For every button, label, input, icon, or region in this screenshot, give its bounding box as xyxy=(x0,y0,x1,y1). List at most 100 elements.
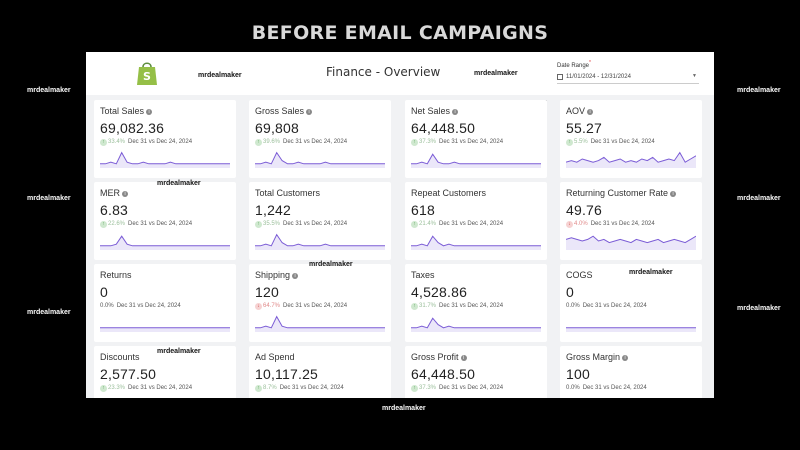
metric-change: ↑ 5.5% Dec 31 vs Dec 24, 2024 xyxy=(566,139,655,146)
sparkline-line xyxy=(566,235,696,244)
metric-change: ↑ 35.5% Dec 31 vs Dec 24, 2024 xyxy=(255,221,347,228)
metric-value: 64,448.50 xyxy=(411,120,476,136)
watermark: mrdealmaker xyxy=(737,305,781,312)
metric-card[interactable]: Gross Sales i 69,808 ↑ 39.6% Dec 31 vs Dec 24… xyxy=(249,100,391,178)
arrow-up-icon: ↑ xyxy=(566,139,573,146)
sparkline-line xyxy=(566,151,696,163)
sparkline-line xyxy=(255,151,385,165)
info-icon[interactable]: i xyxy=(306,109,313,115)
watermark: mrdealmaker xyxy=(27,195,71,202)
change-percent: 35.5% xyxy=(263,221,281,227)
metric-card[interactable]: Gross Margin i 100 0.0% Dec 31 vs Dec 24, 20… xyxy=(560,346,702,398)
sparkline xyxy=(411,153,541,168)
watermark: mrdealmaker xyxy=(198,72,242,79)
comparison-period: Dec 31 vs Dec 24, 2024 xyxy=(582,385,647,391)
sparkline-area xyxy=(100,236,230,250)
change-percent: 0.0% xyxy=(566,385,580,391)
comparison-period: Dec 31 vs Dec 24, 2024 xyxy=(590,221,655,227)
metric-card[interactable]: Gross Profit i 64,448.50 ↑ 37.3% Dec 31 vs De… xyxy=(405,346,547,398)
change-percent: 21.4% xyxy=(419,221,437,227)
arrow-up-icon: ↑ xyxy=(100,221,107,228)
info-icon[interactable]: i xyxy=(670,191,677,197)
metric-label: Returns xyxy=(100,270,132,280)
change-percent: 23.3% xyxy=(108,385,126,391)
date-range-select[interactable]: 11/01/2024 - 12/31/2024 ▼ xyxy=(557,70,699,84)
sparkline xyxy=(566,235,696,250)
date-range-value: 11/01/2024 - 12/31/2024 xyxy=(566,73,631,80)
metric-value: 0 xyxy=(566,284,574,300)
metric-card[interactable]: Returns 0 0.0% Dec 31 vs Dec 24, 2024 xyxy=(94,264,236,342)
sparkline xyxy=(566,151,696,168)
watermark: mrdealmaker xyxy=(27,309,71,316)
metric-card[interactable]: Total Sales i 69,082.36 ↑ 33.4% Dec 31 vs Dec… xyxy=(94,100,236,178)
metric-card[interactable]: Repeat Customers 618 ↑ 21.4% Dec 31 vs Dec 2… xyxy=(405,182,547,260)
change-percent: 8.7% xyxy=(263,385,277,391)
info-icon[interactable]: i xyxy=(622,355,629,361)
metric-label: COGS xyxy=(566,270,593,280)
date-range-label: Date Range* xyxy=(557,60,591,69)
sparkline xyxy=(566,327,696,332)
dashboard-panel: S Finance - Overview Date Range* 11/01/2… xyxy=(86,52,714,398)
metric-value: 55.27 xyxy=(566,120,603,136)
sparkline-line xyxy=(100,151,230,165)
metric-value: 49.76 xyxy=(566,202,603,218)
comparison-period: Dec 31 vs Dec 24, 2024 xyxy=(116,303,181,309)
metric-value: 2,577.50 xyxy=(100,366,157,382)
metric-label: Gross Margin i xyxy=(566,352,629,362)
report-header: S Finance - Overview Date Range* 11/01/2… xyxy=(86,52,714,95)
info-icon[interactable]: i xyxy=(587,109,594,115)
shopify-bag-icon: S xyxy=(137,62,157,85)
metric-change: ↑ 23.3% Dec 31 vs Dec 24, 2024 xyxy=(100,385,192,392)
arrow-down-icon: ↓ xyxy=(255,303,262,310)
metric-card[interactable]: Taxes 4,528.86 ↑ 31.7% Dec 31 vs Dec 24, 202… xyxy=(405,264,547,342)
watermark: mrdealmaker xyxy=(27,87,71,94)
info-icon[interactable]: i xyxy=(460,355,467,361)
watermark: mrdealmaker xyxy=(309,261,353,268)
metric-card[interactable]: Total Customers 1,242 ↑ 35.5% Dec 31 vs Dec … xyxy=(249,182,391,260)
watermark: mrdealmaker xyxy=(157,348,201,355)
metric-card[interactable]: MER i 6.83 ↑ 22.6% Dec 31 vs Dec 24, 2024 xyxy=(94,182,236,260)
metric-card[interactable]: Returning Customer Rate i 49.76 ↓ 4.0% Dec 31… xyxy=(560,182,702,260)
metric-value: 0 xyxy=(100,284,108,300)
metric-value: 64,448.50 xyxy=(411,366,476,382)
sparkline xyxy=(100,327,230,332)
comparison-period: Dec 31 vs Dec 24, 2024 xyxy=(439,139,504,145)
change-percent: 33.4% xyxy=(108,139,126,145)
sparkline xyxy=(411,317,541,332)
metric-label: Returning Customer Rate i xyxy=(566,188,677,198)
arrow-up-icon: ↑ xyxy=(255,221,262,228)
metric-card[interactable]: Net Sales i 64,448.50 ↑ 37.3% Dec 31 vs Dec 2… xyxy=(405,100,547,178)
metric-card[interactable]: COGS 0 0.0% Dec 31 vs Dec 24, 2024 xyxy=(560,264,702,342)
metric-value: 69,808 xyxy=(255,120,300,136)
metric-label: Discounts xyxy=(100,352,140,362)
chevron-down-icon: ▼ xyxy=(692,73,697,79)
change-percent: 0.0% xyxy=(100,303,114,309)
watermark: mrdealmaker xyxy=(737,87,781,94)
arrow-up-icon: ↑ xyxy=(100,385,107,392)
sparkline-area xyxy=(255,152,385,168)
metric-change: 0.0% Dec 31 vs Dec 24, 2024 xyxy=(566,385,647,391)
watermark: mrdealmaker xyxy=(382,405,426,412)
info-icon[interactable]: i xyxy=(452,109,459,115)
sparkline-area xyxy=(255,316,385,332)
metric-card[interactable]: Ad Spend 10,117.25 ↑ 8.7% Dec 31 vs Dec 24, … xyxy=(249,346,391,398)
metric-label: Net Sales i xyxy=(411,106,459,116)
metric-label: Total Customers xyxy=(255,188,321,198)
arrow-up-icon: ↑ xyxy=(411,385,418,392)
arrow-up-icon: ↑ xyxy=(411,221,418,228)
sparkline xyxy=(255,233,385,250)
sparkline-area xyxy=(411,154,541,168)
comparison-period: Dec 31 vs Dec 24, 2024 xyxy=(128,139,193,145)
info-icon[interactable]: i xyxy=(292,273,299,279)
info-icon[interactable]: i xyxy=(122,191,128,197)
comparison-period: Dec 31 vs Dec 24, 2024 xyxy=(128,221,193,227)
watermark: mrdealmaker xyxy=(629,269,673,276)
comparison-period: Dec 31 vs Dec 24, 2024 xyxy=(439,303,504,309)
metric-card[interactable]: Discounts 2,577.50 ↑ 23.3% Dec 31 vs Dec 24,… xyxy=(94,346,236,398)
sparkline xyxy=(411,235,541,250)
info-icon[interactable]: i xyxy=(146,109,153,115)
metric-change: ↑ 37.3% Dec 31 vs Dec 24, 2024 xyxy=(411,139,503,146)
metric-card[interactable]: Shipping i 120 ↓ 64.7% Dec 31 vs Dec 24, 2024 xyxy=(249,264,391,342)
metric-card[interactable]: AOV i 55.27 ↑ 5.5% Dec 31 vs Dec 24, 2024 xyxy=(560,100,702,178)
metric-label: Taxes xyxy=(411,270,435,280)
